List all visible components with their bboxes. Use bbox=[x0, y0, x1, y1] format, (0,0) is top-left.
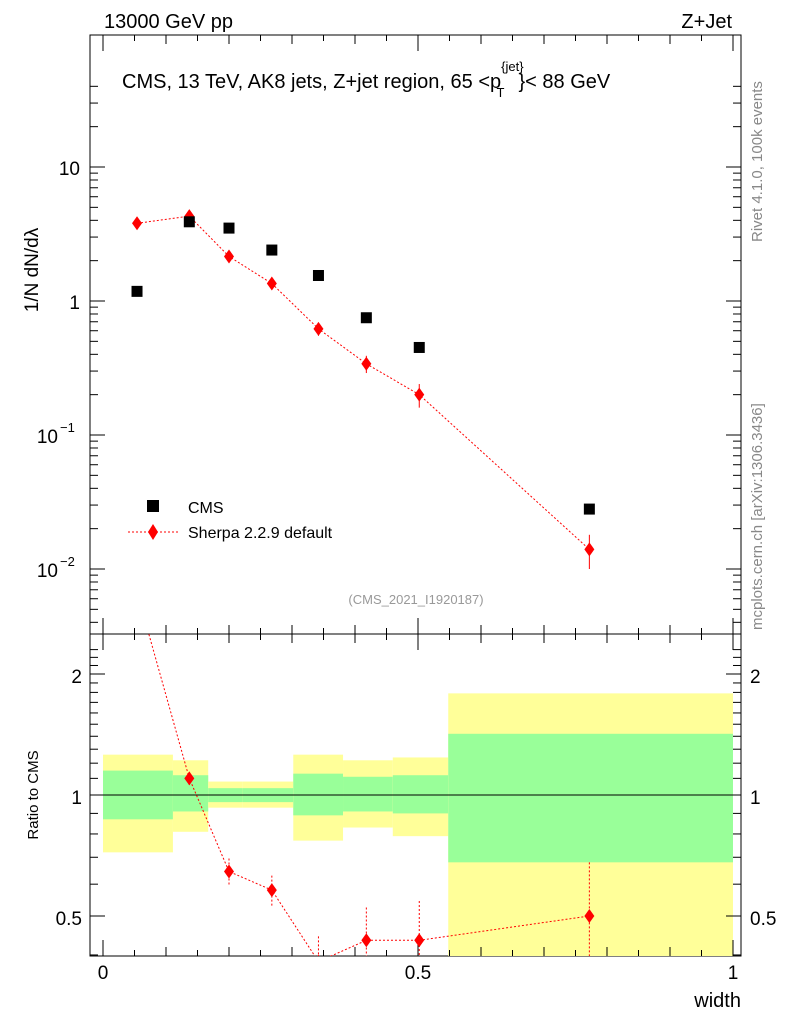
sherpa-ratio-point bbox=[414, 933, 425, 948]
ratio-ytick-label-2: 2 bbox=[71, 667, 82, 688]
ratio-ytick-label-right-1: 1 bbox=[750, 788, 761, 809]
xtick-label-0: 0 bbox=[98, 963, 109, 984]
ratio-ytick-label-0.5: 0.5 bbox=[56, 909, 82, 930]
cms-point bbox=[183, 216, 195, 228]
cms-point bbox=[131, 285, 143, 297]
sherpa-point bbox=[224, 249, 234, 264]
sherpa-ratio-point bbox=[361, 933, 372, 948]
rivet-label: Rivet 4.1.0, 100k events bbox=[749, 81, 766, 242]
sherpa-point bbox=[414, 387, 425, 402]
xtick-label-0.5: 0.5 bbox=[405, 963, 431, 984]
legend-label-cms: CMS bbox=[188, 500, 224, 517]
cms-point bbox=[583, 503, 595, 515]
top-panel-frame bbox=[89, 34, 742, 635]
ratio-band-inner bbox=[392, 775, 449, 814]
ytick-exp-0.1: −1 bbox=[60, 420, 75, 435]
sherpa-ratio-point bbox=[266, 883, 277, 898]
rivet-label-text: Rivet 4.1.0, 100k events bbox=[749, 81, 766, 242]
ytick-label-0.1: 10 bbox=[37, 427, 58, 448]
header-right: Z+Jet bbox=[681, 11, 732, 33]
plot-title-main: CMS, 13 TeV, AK8 jets, Z+jet region, 65 … bbox=[122, 71, 501, 93]
bottom-axis-ticks bbox=[90, 634, 741, 956]
mcplots-label: mcplots.cern.ch [arXiv:1306.3436] bbox=[749, 403, 766, 630]
sherpa-ratio-group bbox=[148, 634, 595, 956]
ratio-ylabel: Ratio to CMS bbox=[25, 750, 42, 839]
cms-point bbox=[360, 312, 372, 324]
ratio-band-inner bbox=[448, 733, 733, 863]
ytick-label-10: 10 bbox=[59, 159, 80, 180]
ratio-bands bbox=[103, 693, 733, 956]
analysis-watermark: (CMS_2021_I1920187) bbox=[348, 592, 483, 607]
ratio-ytick-label-1: 1 bbox=[71, 788, 82, 809]
sherpa-point bbox=[132, 216, 143, 231]
header-left: 13000 GeV pp bbox=[104, 11, 233, 33]
cms-series bbox=[131, 216, 595, 515]
ytick-exp-0.01: −2 bbox=[60, 554, 75, 569]
cms-point bbox=[223, 222, 235, 234]
cms-point bbox=[312, 269, 324, 281]
ytick-label-0.01: 10 bbox=[37, 561, 58, 582]
cms-point bbox=[413, 341, 425, 353]
legend-marker-cms bbox=[147, 500, 159, 512]
top-axis-ticks bbox=[90, 35, 741, 634]
ratio-ytick-label-right-0.5: 0.5 bbox=[750, 909, 776, 930]
legend-label-sherpa: Sherpa 2.2.9 default bbox=[188, 525, 333, 542]
sherpa-ratio-point bbox=[584, 909, 595, 923]
cms-point bbox=[266, 244, 278, 256]
sherpa-point bbox=[266, 276, 277, 291]
sherpa-ratio-point bbox=[184, 771, 195, 786]
top-ylabel-text: 1/N dN/dλ bbox=[22, 227, 43, 312]
ratio-ylabel-text: Ratio to CMS bbox=[25, 750, 42, 839]
sherpa-point bbox=[313, 321, 324, 336]
legend-marker-sherpa bbox=[148, 524, 158, 540]
sherpa-ratio-point bbox=[224, 864, 234, 879]
plot-title-sup: {jet} bbox=[501, 59, 524, 74]
sherpa-point bbox=[361, 356, 372, 371]
plot-title: CMS, 13 TeV, AK8 jets, Z+jet region, 65 … bbox=[122, 59, 611, 100]
ytick-label-0.1-base: 10 bbox=[37, 427, 58, 448]
ytick-label-0.01-base: 10 bbox=[37, 561, 58, 582]
ytick-label-1: 1 bbox=[69, 293, 80, 314]
sherpa-ratio-series bbox=[148, 634, 595, 956]
plot-title-sub: T bbox=[497, 85, 505, 100]
sherpa-ratio-point bbox=[317, 954, 320, 956]
xtick-label-1: 1 bbox=[728, 963, 739, 984]
top-ylabel: 1/N dN/dλ bbox=[22, 227, 43, 312]
sherpa-point bbox=[584, 542, 595, 557]
plot-title-tail: }< 88 GeV bbox=[519, 71, 611, 93]
mcplots-label-text: mcplots.cern.ch [arXiv:1306.3436] bbox=[749, 403, 766, 630]
sherpa-ratio-line bbox=[148, 634, 590, 956]
xlabel: width bbox=[693, 990, 741, 1012]
sherpa-line bbox=[136, 215, 590, 550]
ratio-ytick-label-right-2: 2 bbox=[750, 667, 761, 688]
ratio-band-inner bbox=[343, 776, 393, 812]
